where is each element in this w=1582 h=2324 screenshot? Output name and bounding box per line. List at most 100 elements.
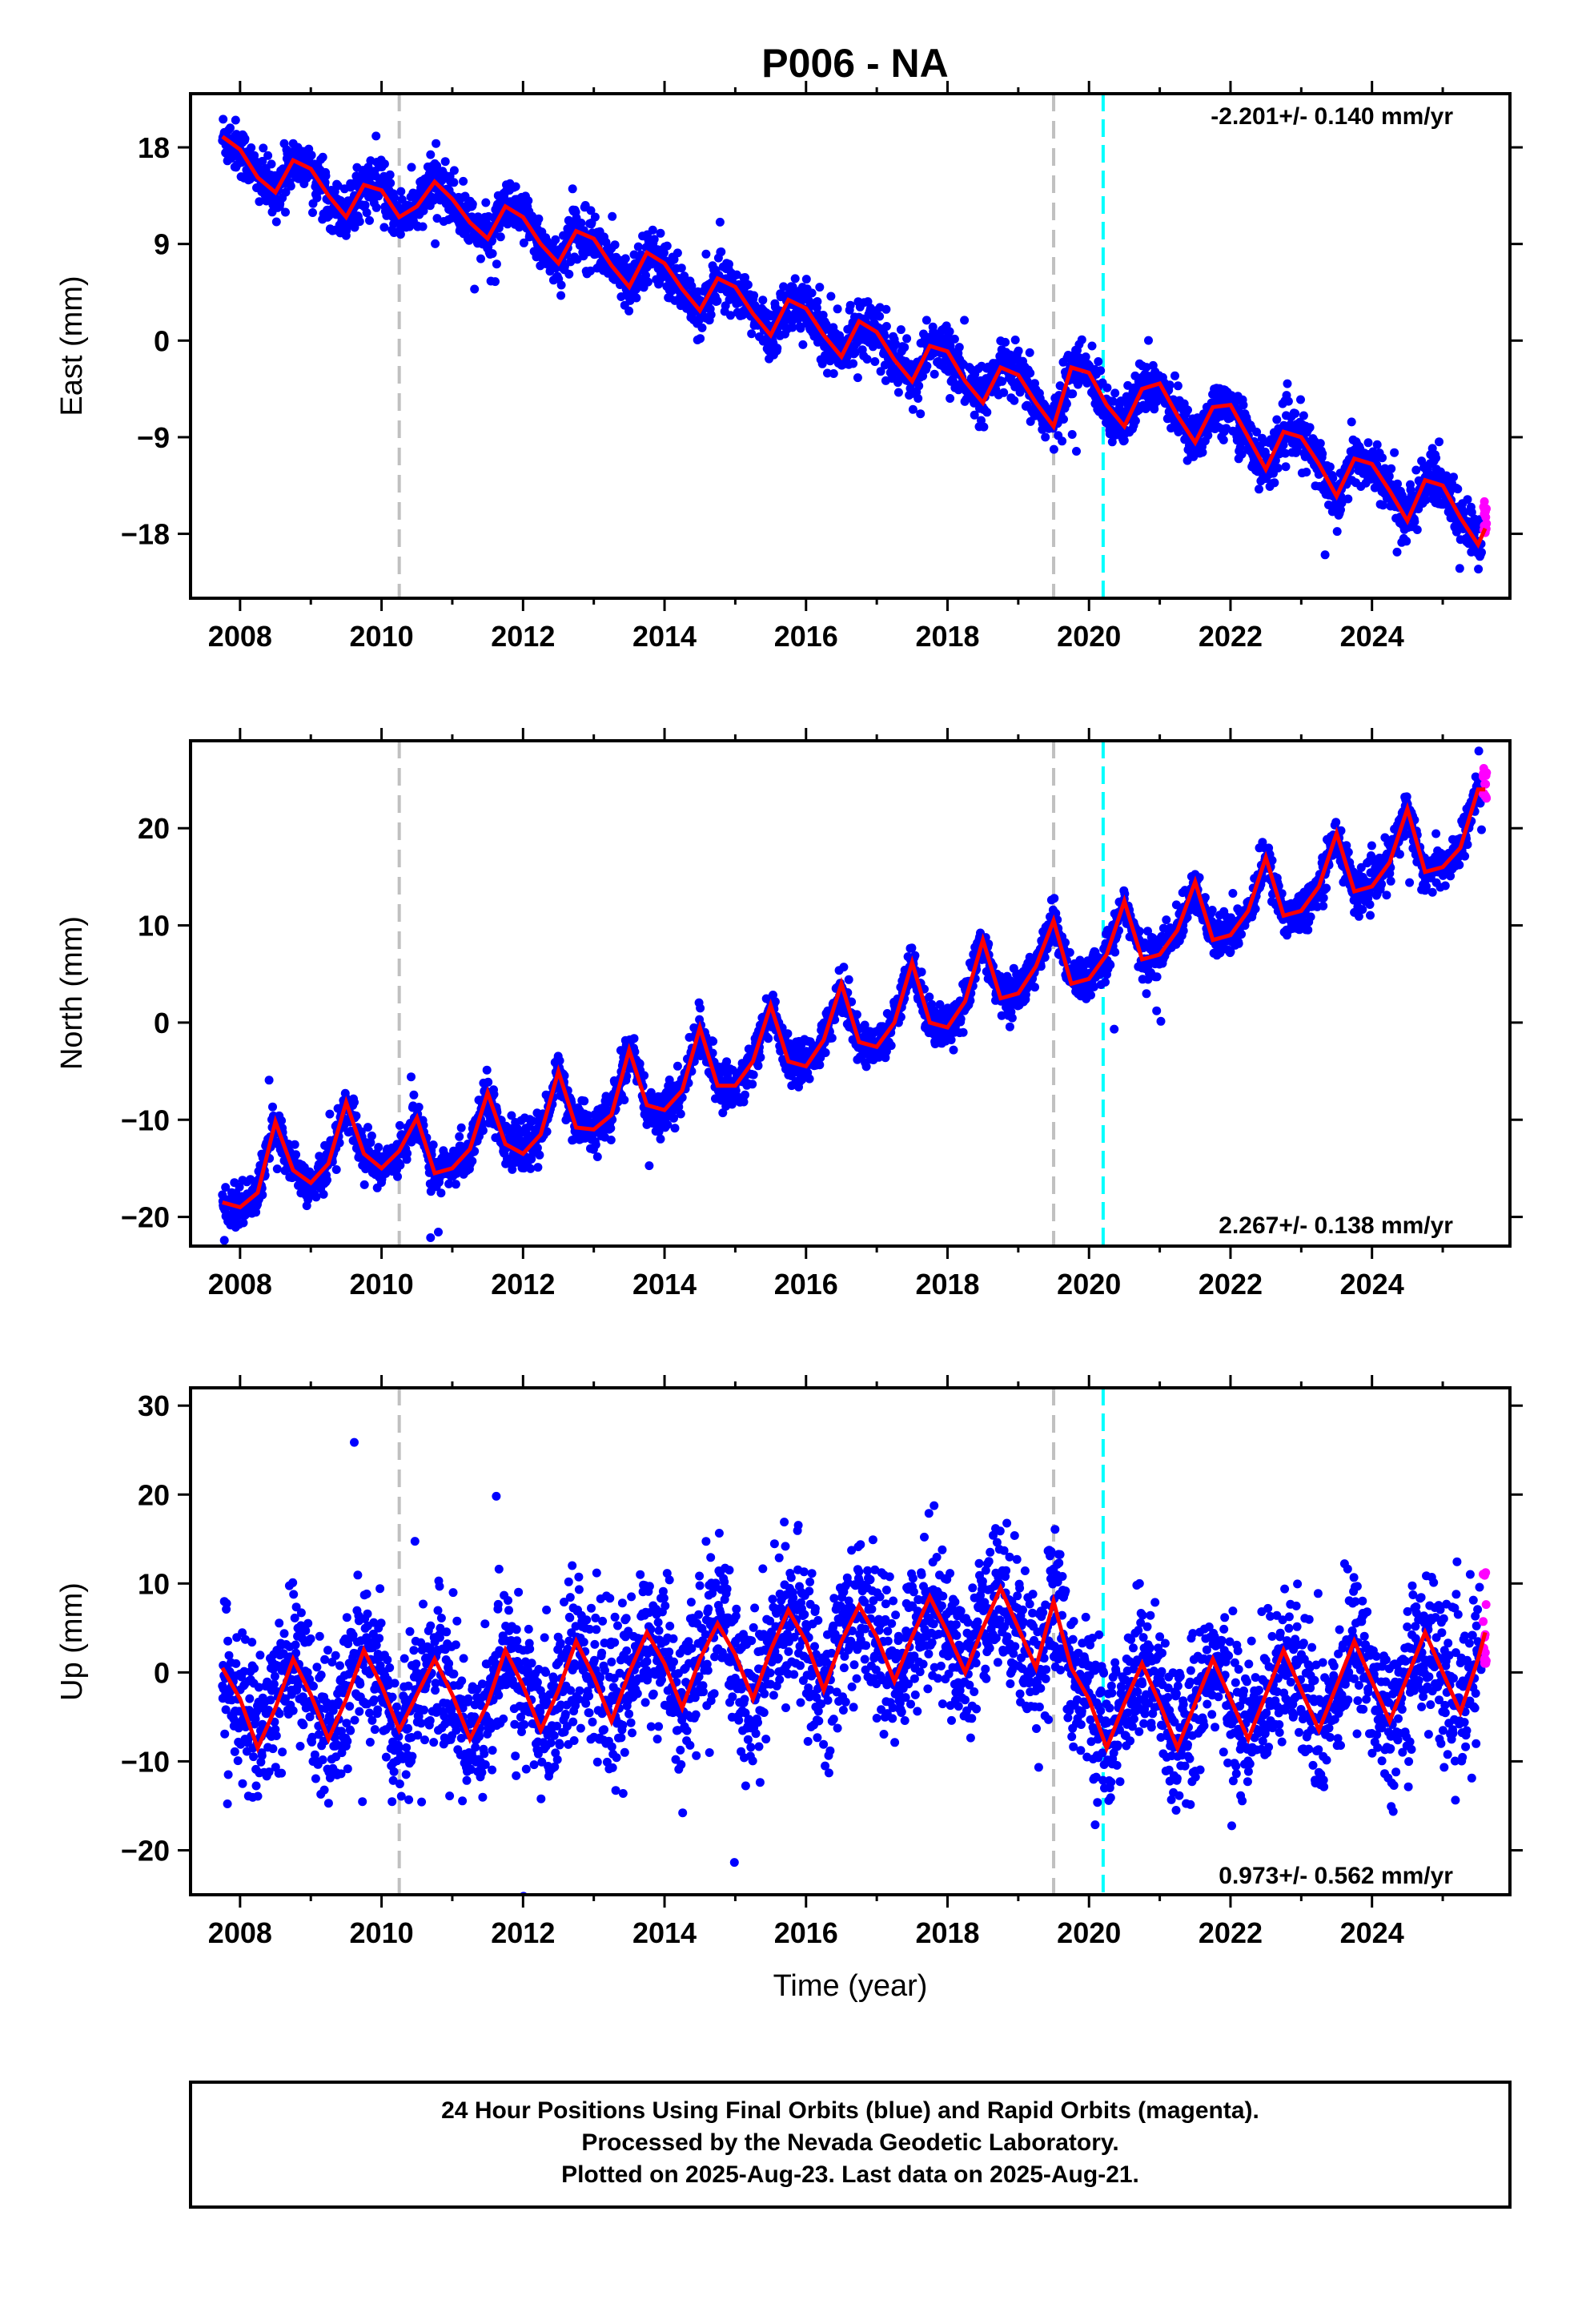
east-point [247, 143, 256, 152]
east-point [979, 422, 989, 432]
east-point [263, 151, 273, 160]
north-point [311, 1192, 321, 1202]
east-point [1378, 453, 1387, 463]
east-point [468, 199, 477, 209]
east-point [845, 300, 855, 310]
north-point [555, 1056, 564, 1065]
north-point [239, 1218, 248, 1228]
east-point [881, 304, 891, 314]
east-point [913, 394, 923, 403]
east-point [815, 283, 825, 292]
east-point [725, 259, 733, 269]
east-point [930, 369, 939, 379]
east-point [519, 238, 528, 247]
east-point [1107, 437, 1117, 447]
east-point [620, 263, 629, 272]
east-point [1449, 472, 1458, 482]
north-point [592, 1152, 602, 1161]
east-y-tick-label: 18 [138, 131, 170, 164]
north-point [821, 1048, 830, 1057]
north-point [629, 1034, 639, 1043]
east-point [1119, 436, 1129, 445]
north-point [676, 1109, 685, 1119]
east-point [511, 182, 520, 191]
north-point [331, 1165, 341, 1174]
east-point [396, 230, 405, 239]
east-point [385, 170, 395, 179]
east-point [1431, 453, 1441, 463]
east-point [812, 303, 821, 312]
east-point [902, 334, 912, 344]
east-x-ticks: 2008 2010 2012 2014 2016 2018 2020 2022 2024 [208, 81, 1444, 653]
east-point [1150, 404, 1159, 414]
east-point [818, 311, 828, 320]
north-point [532, 1143, 542, 1152]
north-point [444, 1179, 454, 1188]
east-point [470, 284, 480, 294]
east-point [833, 304, 842, 314]
east-point [1302, 468, 1311, 476]
north-point [290, 1140, 299, 1149]
east-point [586, 266, 595, 275]
east-point [891, 340, 901, 349]
north-point [756, 1052, 765, 1062]
north-point [670, 1124, 680, 1133]
east-point [1363, 438, 1373, 448]
east-point [747, 329, 757, 339]
east-point [496, 232, 505, 242]
east-point [307, 151, 316, 160]
east-point [1170, 371, 1179, 380]
east-point [318, 152, 327, 162]
north-point [722, 1057, 732, 1067]
east-point [624, 306, 634, 316]
north-point [484, 1077, 493, 1087]
east-point [576, 219, 586, 227]
east-point [706, 310, 716, 320]
north-point [770, 997, 780, 1007]
east-x-tick-label: 2008 [208, 620, 272, 653]
east-point [881, 322, 891, 331]
east-point [432, 161, 442, 171]
east-point [240, 134, 250, 143]
east-point [1067, 430, 1077, 439]
east-x-tick-label: 2020 [1057, 620, 1121, 653]
north-point [272, 1164, 282, 1174]
east-point [790, 274, 800, 283]
east-point [908, 404, 917, 414]
north-point [366, 1138, 375, 1148]
east-point [524, 196, 533, 206]
east-point [1320, 550, 1330, 560]
north-point [409, 1090, 419, 1100]
north-point [277, 1116, 287, 1125]
east-point [1026, 368, 1035, 378]
east-point [1068, 389, 1078, 399]
north-point [861, 1062, 871, 1072]
north-point [783, 1029, 793, 1039]
east-point [449, 178, 459, 187]
east-point [379, 223, 389, 232]
east-point [826, 292, 836, 301]
east-point [807, 288, 817, 298]
east-point [1271, 456, 1280, 465]
east-point [321, 171, 331, 181]
north-point [451, 1180, 460, 1189]
north-point [323, 1176, 331, 1184]
east-point [1094, 357, 1103, 366]
east-point [1453, 485, 1463, 494]
north-point [852, 1010, 861, 1019]
north-point [591, 1140, 600, 1149]
east-point [1281, 462, 1291, 472]
east-point [1392, 547, 1402, 557]
east-point [1198, 448, 1207, 457]
east-point [1332, 527, 1342, 537]
east-point [662, 241, 672, 251]
east-point [999, 388, 1009, 397]
east-x-tick-label: 2012 [491, 620, 555, 653]
east-point [1102, 383, 1112, 392]
north-panel: 2008 2010 2012 2014 2016 2018 2020 2022 2024 201… [55, 728, 1523, 1301]
east-plot-frame [189, 92, 1512, 600]
north-point [396, 1160, 405, 1170]
east-point [1014, 346, 1023, 356]
east-point [644, 277, 652, 287]
